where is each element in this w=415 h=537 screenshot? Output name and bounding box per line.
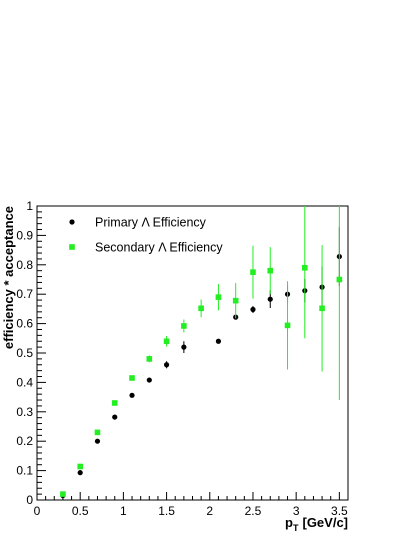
data-point: [267, 267, 274, 274]
data-point: [111, 400, 118, 406]
legend-label: Secondary Λ Efficiency: [95, 241, 223, 255]
axes: 0 0.5 1 1.5 2 2.5 3 3.5 0 0.1 0.2 0.3 0.4 0.5 0.6 0.7 0.…: [16, 199, 348, 518]
series-layer: [60, 206, 343, 499]
y-tick-label: 0.1: [16, 464, 33, 478]
x-axis-title: pT [GeV/c]: [285, 515, 348, 533]
x-tick-label: 0: [34, 504, 41, 518]
x-tick-label: 3: [293, 504, 300, 518]
y-tick-label: 0.3: [16, 405, 33, 419]
data-point: [77, 470, 83, 476]
legend-label: Primary Λ Efficiency: [95, 216, 207, 230]
data-point: [146, 377, 152, 383]
data-point: [129, 392, 135, 398]
data-point: [198, 305, 204, 312]
y-axis-title: efficiency * acceptance: [1, 206, 16, 349]
data-point: [94, 438, 101, 444]
x-tick-label: 2: [206, 504, 213, 518]
data-point: [250, 306, 256, 313]
x-tick-label: 3.5: [331, 504, 348, 518]
series-secondary: [60, 206, 343, 497]
data-point: [112, 414, 118, 420]
data-point: [163, 338, 170, 345]
x-tick-label: 0.5: [72, 504, 89, 518]
y-tick-label: 0.9: [16, 228, 33, 242]
legend-marker: [69, 244, 75, 250]
x-axis-title-main: p: [285, 515, 293, 530]
y-tick-label: 0.8: [16, 258, 33, 272]
data-point: [163, 362, 170, 368]
data-point: [94, 429, 101, 436]
data-point: [250, 269, 256, 275]
data-point: [267, 296, 273, 302]
data-point: [215, 294, 222, 300]
y-tick-label: 0.2: [16, 434, 33, 448]
x-axis-title-unit: [GeV/c]: [302, 515, 348, 530]
y-tick-label: 0.6: [16, 317, 33, 331]
data-point: [284, 322, 291, 329]
x-axis-title-sub: T: [293, 523, 299, 533]
legend-marker: [69, 219, 75, 225]
y-tick-label: 0.5: [16, 346, 33, 360]
y-tick-label: 1: [26, 199, 33, 213]
x-tick-label: 1.5: [158, 504, 175, 518]
data-point: [60, 491, 66, 497]
data-point: [181, 323, 187, 329]
y-tick-label: 0.4: [16, 375, 33, 389]
data-point: [232, 297, 239, 304]
data-point: [129, 375, 135, 381]
data-point: [336, 276, 343, 283]
data-point: [181, 344, 187, 350]
data-point: [215, 338, 222, 344]
data-point: [146, 356, 153, 362]
data-point: [302, 264, 308, 271]
x-tick-label: 1: [120, 504, 127, 518]
legend: Primary Λ Efficiency Secondary Λ Efficien…: [69, 216, 223, 255]
data-point: [77, 463, 83, 470]
data-point: [319, 305, 325, 312]
x-tick-label: 2.5: [245, 504, 262, 518]
series-primary: [60, 227, 342, 499]
y-tick-label: 0.7: [16, 287, 33, 301]
y-tick-label: 0: [26, 493, 33, 507]
